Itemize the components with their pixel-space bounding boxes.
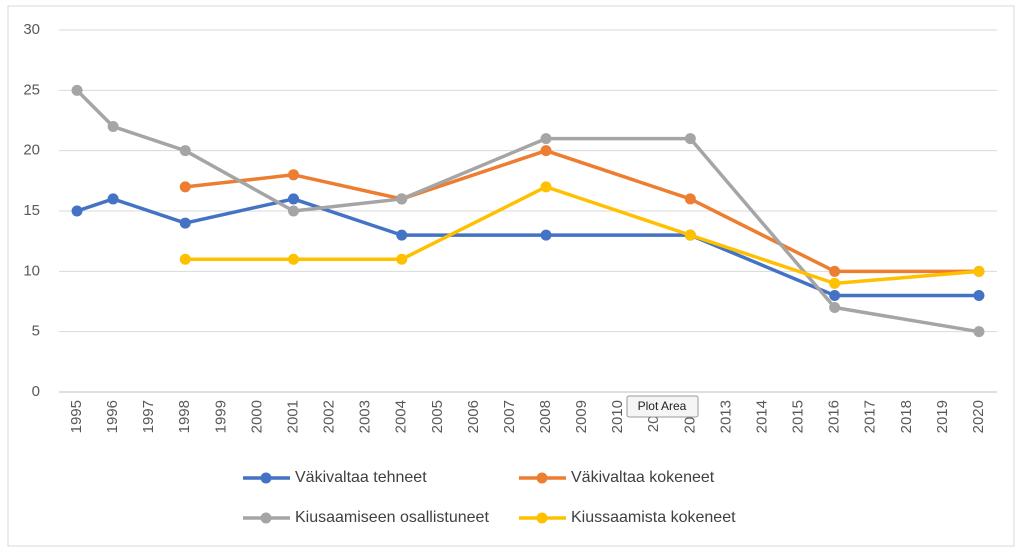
data-point <box>288 193 299 205</box>
data-point <box>829 302 841 314</box>
chart-frame <box>7 5 1015 547</box>
data-point <box>71 205 83 217</box>
y-tick-label: 25 <box>23 81 40 98</box>
legend-marker <box>260 472 272 484</box>
legend-marker <box>260 512 272 524</box>
y-tick-label: 15 <box>23 202 40 219</box>
x-tick-label: 2014 <box>753 400 770 433</box>
x-tick-label: 2008 <box>537 400 554 433</box>
data-point <box>540 133 552 145</box>
data-point <box>973 265 985 277</box>
data-point <box>179 181 191 193</box>
x-tick-label: 1995 <box>68 400 85 433</box>
legend-label: Väkivaltaa kokeneet <box>571 469 715 486</box>
y-tick-label: 30 <box>23 21 40 38</box>
legend-marker <box>536 472 548 484</box>
x-tick-label: 2007 <box>501 400 518 433</box>
data-point <box>288 205 299 217</box>
x-tick-label: 2017 <box>862 400 879 433</box>
data-point <box>684 229 696 241</box>
legend-marker <box>536 512 548 524</box>
data-point <box>288 169 299 181</box>
x-tick-label: 1996 <box>104 400 121 433</box>
x-tick-label: 2000 <box>248 400 265 433</box>
data-point <box>684 193 696 205</box>
x-tick-label: 2019 <box>934 400 951 433</box>
legend-label: Kiusaamiseen osallistuneet <box>295 509 489 526</box>
x-tick-label: 2018 <box>898 400 915 433</box>
data-point <box>540 181 552 193</box>
data-point <box>973 289 985 301</box>
x-tick-label: 2010 <box>609 400 626 433</box>
data-point <box>829 265 841 277</box>
data-point <box>396 193 408 205</box>
data-point <box>973 326 985 338</box>
data-point <box>829 289 841 301</box>
data-point <box>71 84 83 96</box>
x-tick-label: 2004 <box>393 400 410 433</box>
x-tick-label: 1997 <box>140 400 157 433</box>
x-tick-label: 2013 <box>717 400 734 433</box>
x-tick-label: 1999 <box>212 400 229 433</box>
data-point <box>107 121 119 133</box>
x-tick-label: 1998 <box>176 400 193 433</box>
legend-label: Väkivaltaa tehneet <box>295 469 427 486</box>
x-tick-label: 2003 <box>357 400 374 433</box>
y-tick-label: 20 <box>23 142 40 159</box>
x-tick-label: 2002 <box>321 400 338 433</box>
data-point <box>396 229 408 241</box>
x-tick-label: 2001 <box>284 400 301 433</box>
data-point <box>107 193 119 205</box>
data-point <box>540 145 552 157</box>
data-point <box>540 229 552 241</box>
y-tick-label: 10 <box>23 262 40 279</box>
data-point <box>179 217 191 229</box>
x-tick-label: 2006 <box>465 400 482 433</box>
data-point <box>288 253 299 265</box>
data-point <box>684 133 696 145</box>
x-tick-label: 2016 <box>826 400 843 433</box>
tooltip-box <box>626 395 699 418</box>
tooltip-text: Plot Area <box>638 399 687 413</box>
y-tick-label: 0 <box>32 383 40 400</box>
data-point <box>829 277 841 289</box>
x-tick-label: 2015 <box>790 400 807 433</box>
y-tick-label: 5 <box>32 323 40 340</box>
x-tick-label: 2020 <box>970 400 987 433</box>
data-point <box>179 145 191 157</box>
legend-label: Kiussaamista kokeneet <box>571 509 736 526</box>
x-tick-label: 2009 <box>573 400 590 433</box>
data-point <box>179 253 191 265</box>
x-tick-label: 2005 <box>429 400 446 433</box>
data-point <box>396 253 408 265</box>
